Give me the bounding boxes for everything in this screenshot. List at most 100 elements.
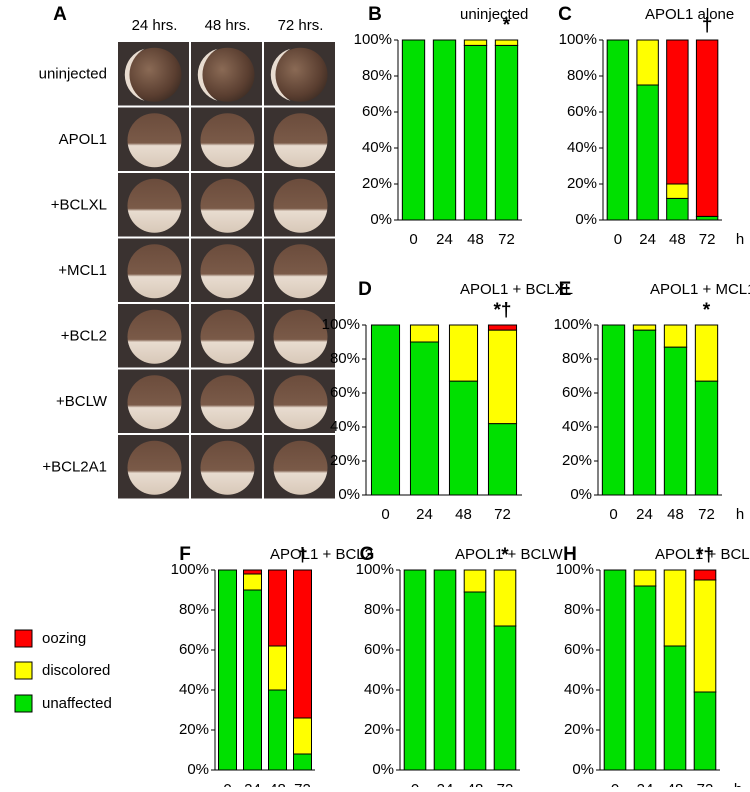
x-tick-label: 48 (667, 781, 684, 787)
bar-segment (432, 39, 457, 221)
panel-letter: B (368, 4, 382, 25)
embryo (200, 113, 255, 168)
x-tick-label: 24 (437, 781, 454, 787)
embryo (200, 309, 255, 364)
bar-segment (448, 324, 479, 382)
y-tick-label: 80% (364, 601, 394, 618)
embryo (273, 244, 328, 299)
y-tick-label: 40% (362, 139, 392, 156)
embryo (200, 244, 255, 299)
bar-segment (695, 215, 719, 221)
x-unit: h (734, 781, 742, 787)
legend-swatch (14, 629, 33, 648)
y-tick-label: 60% (364, 641, 394, 658)
bar-segment (663, 645, 687, 771)
embryo (127, 113, 182, 168)
panel-letter: D (358, 279, 372, 300)
x-tick-label: 72 (497, 781, 514, 787)
y-tick-label: 20% (564, 721, 594, 738)
bar-segment (493, 569, 517, 627)
x-tick-label: 48 (667, 506, 684, 523)
chart-title: APOL1 + BCLXL (460, 281, 573, 298)
bar-segment (463, 44, 488, 221)
y-tick-label: 20% (330, 452, 360, 469)
y-tick-label: 100% (356, 561, 394, 578)
x-tick-label: 72 (699, 231, 716, 248)
bar-segment (293, 753, 312, 771)
x-tick-label: 24 (416, 506, 433, 523)
y-tick-label: 0% (187, 761, 209, 778)
x-tick-label: 48 (467, 231, 484, 248)
panel-letter: H (563, 544, 577, 565)
y-tick-label: 20% (562, 452, 592, 469)
embryo (127, 440, 182, 495)
bar-segment (666, 39, 689, 185)
chart-title: uninjected (460, 6, 528, 23)
bar-segment (433, 569, 457, 771)
bar-segment (409, 341, 440, 496)
row-label: +MCL1 (58, 262, 107, 279)
bar-segment (463, 569, 487, 593)
bar-segment (603, 569, 627, 771)
panel-letter: C (558, 4, 572, 25)
embryo (127, 178, 182, 233)
bar-segment (666, 197, 689, 221)
bar-segment (494, 44, 519, 221)
bar-segment (268, 689, 287, 771)
embryo (200, 47, 255, 102)
y-tick-label: 100% (554, 316, 592, 333)
panel-letter: E (559, 279, 572, 300)
bar-segment (218, 569, 237, 771)
x-tick-label: 0 (614, 231, 622, 248)
annotation: † (702, 15, 713, 36)
annotation: * (503, 15, 511, 36)
y-tick-label: 0% (572, 761, 594, 778)
embryo (200, 440, 255, 495)
legend-swatch (14, 661, 33, 680)
chart-title: APOL1 + BCL2A1 (655, 546, 750, 563)
y-tick-label: 60% (567, 103, 597, 120)
x-tick-label: 24 (244, 781, 261, 787)
bar-segment (243, 589, 262, 771)
bar-segment (695, 39, 719, 217)
row-label: +BCLW (56, 393, 108, 410)
bar-segment (268, 645, 287, 691)
y-tick-label: 40% (562, 418, 592, 435)
row-label: +BCLXL (51, 197, 107, 214)
y-tick-label: 100% (556, 561, 594, 578)
y-tick-label: 20% (567, 175, 597, 192)
y-tick-label: 80% (564, 601, 594, 618)
bar-segment (633, 585, 657, 771)
y-tick-label: 100% (354, 31, 392, 48)
x-tick-label: 0 (609, 506, 617, 523)
y-tick-label: 0% (338, 486, 360, 503)
row-label: +BCL2 (61, 328, 107, 345)
y-tick-label: 40% (567, 139, 597, 156)
bar-segment (606, 39, 630, 221)
bar-segment (409, 324, 440, 343)
bar-segment (493, 625, 517, 771)
row-label: +BCL2A1 (42, 459, 107, 476)
embryo (273, 375, 328, 430)
y-tick-label: 80% (179, 601, 209, 618)
bar-segment (448, 380, 479, 496)
x-tick-label: 48 (467, 781, 484, 787)
embryo (273, 47, 328, 102)
y-tick-label: 80% (330, 350, 360, 367)
x-tick-label: 0 (409, 231, 417, 248)
x-tick-label: 24 (436, 231, 453, 248)
bar-segment (463, 39, 488, 46)
bar-segment (401, 39, 426, 221)
x-tick-label: 48 (669, 231, 686, 248)
annotation: * (703, 300, 711, 321)
bar-segment (694, 380, 719, 496)
y-tick-label: 100% (171, 561, 209, 578)
y-tick-label: 0% (575, 211, 597, 228)
x-tick-label: 0 (611, 781, 619, 787)
bar-segment (663, 346, 688, 496)
bar-segment (663, 324, 688, 348)
x-tick-label: 48 (269, 781, 286, 787)
embryo (273, 178, 328, 233)
bar-segment (633, 569, 657, 587)
y-tick-label: 60% (362, 103, 392, 120)
